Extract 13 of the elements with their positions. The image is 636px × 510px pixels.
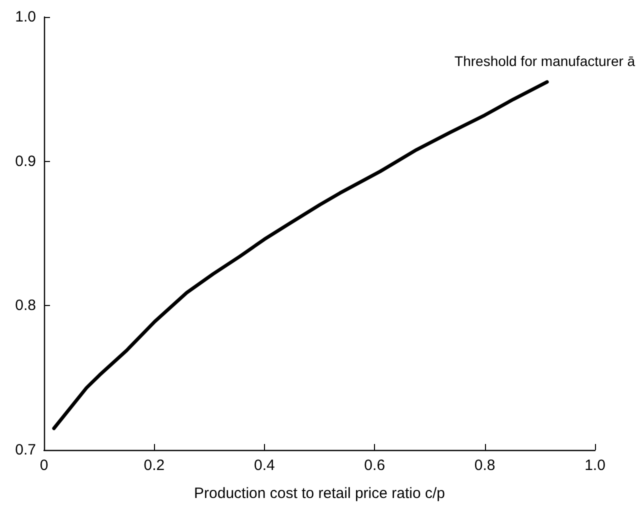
- x-tick-label: 0.8: [474, 457, 496, 474]
- x-tick-label: 0.2: [144, 457, 165, 474]
- y-tick-label: 0.8: [15, 297, 36, 314]
- annotation: Threshold for manufacturer ā: [454, 52, 636, 69]
- x-axis-title: Production cost to retail price ratio c/p: [194, 485, 445, 502]
- y-tick-label: 0.7: [15, 442, 36, 458]
- x-tick-label: 0.6: [364, 457, 386, 474]
- line-series: [52, 80, 549, 430]
- y-tick-label: 0.9: [15, 152, 36, 170]
- y-tick-label: 1.0: [15, 8, 36, 26]
- x-tick-label: 0: [40, 457, 48, 474]
- x-tick-label: 1.0: [584, 457, 606, 474]
- x-tick-label: 0.4: [254, 457, 275, 474]
